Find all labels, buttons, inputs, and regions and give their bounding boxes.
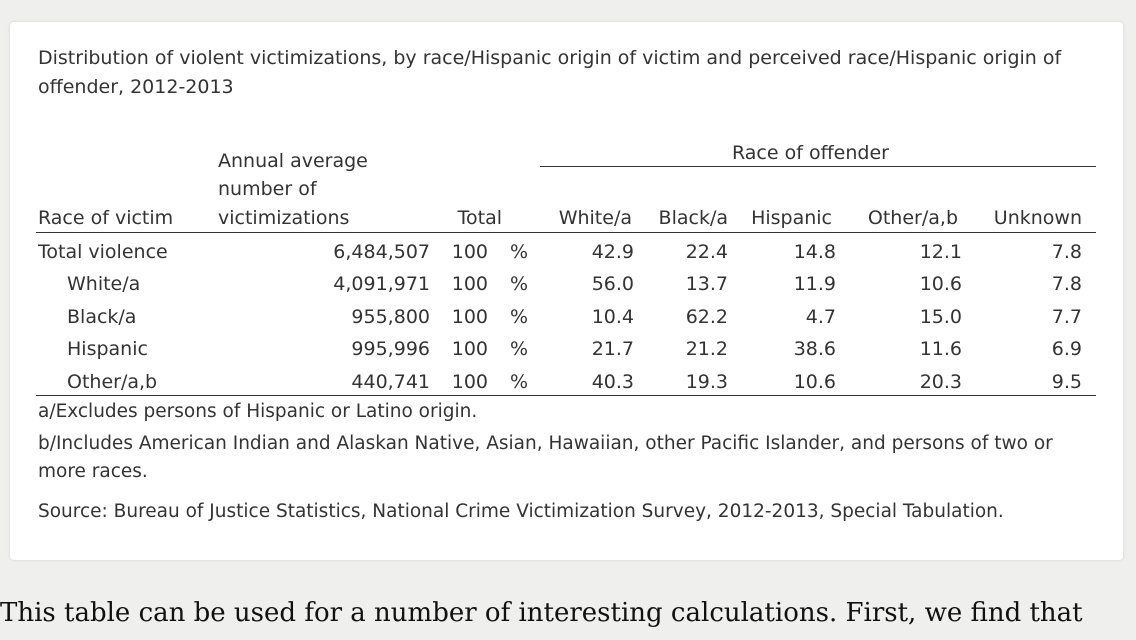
row-white: 56.0 — [591, 273, 634, 295]
annual-header-line3: victimizations — [218, 207, 350, 229]
annual-header-line2: number of — [218, 178, 317, 200]
row-unknown: 6.9 — [1051, 338, 1082, 360]
row-total: 100 — [451, 371, 488, 393]
row-other: 10.6 — [919, 273, 962, 295]
row-unknown: 7.8 — [1051, 273, 1082, 295]
row-pct: % — [510, 338, 529, 360]
victim-header: Race of victim — [38, 207, 174, 229]
total-header: Total — [457, 207, 502, 229]
row-hispanic: 11.9 — [793, 273, 836, 295]
footnote-a: a/Excludes persons of Hispanic or Latino… — [38, 401, 478, 422]
row-other: 12.1 — [919, 241, 962, 263]
row-hispanic: 4.7 — [805, 306, 836, 328]
row-total: 100 — [451, 338, 488, 360]
row-total: 100 — [451, 306, 488, 328]
row-unknown: 7.7 — [1051, 306, 1082, 328]
annual-header-line1: Annual average — [218, 150, 368, 172]
row-pct: % — [510, 241, 529, 263]
spanner-rule — [540, 166, 1096, 167]
row-number: 440,741 — [351, 371, 430, 393]
hispanic-header: Hispanic — [751, 207, 832, 229]
table-card: Distribution of violent victimizations, … — [10, 22, 1123, 560]
row-other: 20.3 — [919, 371, 962, 393]
row-black: 62.2 — [685, 306, 728, 328]
row-pct: % — [510, 273, 529, 295]
race-of-offender-header: Race of offender — [732, 142, 889, 164]
row-hispanic: 38.6 — [793, 338, 836, 360]
white-header: White/a — [558, 207, 632, 229]
row-white: 10.4 — [591, 306, 634, 328]
row-number: 955,800 — [351, 306, 430, 328]
table-title: Distribution of violent victimizations, … — [38, 47, 1062, 98]
footnote-b: b/Includes American Indian and Alaskan N… — [38, 433, 1053, 482]
row-pct: % — [510, 306, 529, 328]
row-white: 40.3 — [591, 371, 634, 393]
row-pct: % — [510, 371, 529, 393]
row-white: 42.9 — [591, 241, 634, 263]
row-black: 21.2 — [685, 338, 728, 360]
source-note: Source: Bureau of Justice Statistics, Na… — [38, 501, 1004, 522]
black-header: Black/a — [658, 207, 728, 229]
body-paragraph: This table can be used for a number of i… — [0, 598, 1083, 628]
other-header: Other/a,b — [867, 207, 958, 229]
row-total: 100 — [451, 273, 488, 295]
row-other: 11.6 — [919, 338, 962, 360]
row-label: Black/a — [67, 306, 137, 328]
row-label: Total violence — [38, 241, 168, 263]
bottom-rule — [36, 395, 1096, 396]
row-black: 13.7 — [685, 273, 728, 295]
row-unknown: 9.5 — [1051, 371, 1082, 393]
row-hispanic: 10.6 — [793, 371, 836, 393]
row-total: 100 — [451, 241, 488, 263]
row-black: 22.4 — [685, 241, 728, 263]
row-label: White/a — [67, 273, 141, 295]
row-number: 6,484,507 — [333, 241, 430, 263]
row-unknown: 7.8 — [1051, 241, 1082, 263]
row-label: Other/a,b — [67, 371, 158, 393]
header-rule — [36, 232, 1096, 233]
row-number: 4,091,971 — [333, 273, 430, 295]
unknown-header: Unknown — [993, 207, 1082, 229]
row-hispanic: 14.8 — [793, 241, 836, 263]
row-other: 15.0 — [919, 306, 962, 328]
row-white: 21.7 — [591, 338, 634, 360]
row-label: Hispanic — [67, 338, 148, 360]
row-black: 19.3 — [685, 371, 728, 393]
row-number: 995,996 — [351, 338, 430, 360]
